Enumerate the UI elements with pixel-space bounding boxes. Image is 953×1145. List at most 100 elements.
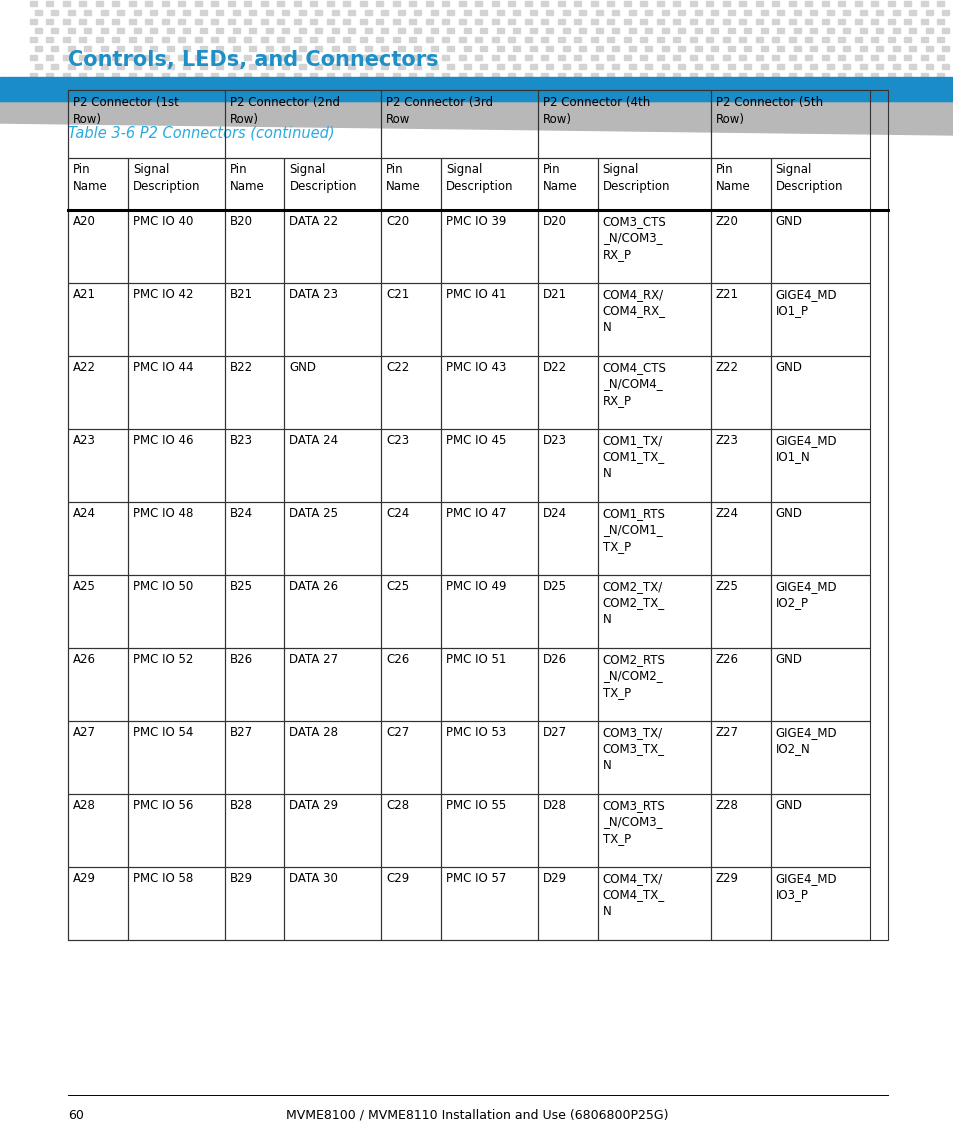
Text: GIGE4_MD
IO2_N: GIGE4_MD IO2_N (775, 726, 837, 756)
Bar (266, 64, 273, 69)
Bar (212, 1, 218, 6)
Bar (770, 793, 869, 867)
Bar (673, 55, 679, 60)
Bar (442, 1, 449, 6)
Text: 60: 60 (68, 1110, 84, 1122)
Bar (596, 27, 602, 33)
Bar (194, 1, 202, 6)
Bar (228, 73, 234, 78)
Bar (393, 55, 399, 60)
Text: P2 Connector (5th
Row): P2 Connector (5th Row) (715, 96, 822, 126)
Bar (68, 575, 128, 648)
Bar (409, 37, 416, 42)
Bar (128, 429, 224, 502)
Bar (96, 55, 103, 60)
Text: DATA 25: DATA 25 (289, 507, 338, 520)
Bar (261, 1, 268, 6)
Bar (277, 73, 284, 78)
Bar (162, 1, 169, 6)
Bar (541, 73, 548, 78)
Bar (772, 55, 779, 60)
Bar (68, 648, 128, 721)
Bar (63, 37, 70, 42)
Bar (359, 73, 367, 78)
Bar (695, 10, 701, 15)
Text: D25: D25 (542, 581, 566, 593)
Bar (925, 27, 932, 33)
Text: P2 Connector (2nd
Row): P2 Connector (2nd Row) (230, 96, 339, 126)
Bar (887, 73, 894, 78)
Text: PMC IO 57: PMC IO 57 (446, 872, 506, 885)
Text: P2 Connector (4th
Row): P2 Connector (4th Row) (542, 96, 649, 126)
Bar (282, 82, 289, 87)
Bar (772, 37, 779, 42)
Bar (598, 721, 710, 793)
Bar (112, 19, 119, 24)
Bar (277, 55, 284, 60)
Bar (68, 793, 128, 867)
Bar (96, 90, 103, 96)
Bar (871, 19, 878, 24)
Text: A21: A21 (73, 289, 96, 301)
Bar (440, 648, 537, 721)
Bar (628, 46, 636, 52)
Bar (772, 90, 779, 96)
Text: C29: C29 (386, 872, 409, 885)
Bar (859, 46, 866, 52)
Bar (228, 19, 234, 24)
Bar (574, 90, 581, 96)
Bar (298, 82, 306, 87)
Text: B21: B21 (230, 289, 253, 301)
Bar (903, 55, 910, 60)
Bar (200, 64, 207, 69)
Bar (770, 648, 869, 721)
Bar (224, 429, 284, 502)
Bar (426, 19, 433, 24)
Text: Signal
Description: Signal Description (132, 163, 200, 194)
Bar (722, 90, 729, 96)
Bar (233, 64, 240, 69)
Bar (431, 64, 437, 69)
Bar (233, 82, 240, 87)
Bar (68, 64, 75, 69)
Bar (480, 64, 487, 69)
Bar (442, 73, 449, 78)
Bar (310, 55, 317, 60)
Bar (298, 27, 306, 33)
Bar (79, 55, 87, 60)
Bar (842, 10, 850, 15)
Bar (315, 27, 322, 33)
Bar (826, 82, 833, 87)
Bar (777, 27, 783, 33)
Bar (167, 82, 173, 87)
Bar (541, 55, 548, 60)
Bar (463, 10, 471, 15)
Text: COM3_TX/
COM3_TX_
N: COM3_TX/ COM3_TX_ N (602, 726, 664, 772)
Text: D26: D26 (542, 653, 566, 666)
Bar (458, 1, 465, 6)
Bar (639, 90, 647, 96)
Bar (381, 283, 440, 356)
Bar (739, 90, 745, 96)
Bar (178, 55, 185, 60)
Bar (541, 19, 548, 24)
Text: Pin
Name: Pin Name (230, 163, 264, 194)
Bar (645, 64, 652, 69)
Bar (426, 73, 433, 78)
Text: DATA 26: DATA 26 (289, 581, 338, 593)
Bar (722, 37, 729, 42)
Bar (194, 37, 202, 42)
Bar (623, 90, 630, 96)
Bar (804, 90, 812, 96)
Text: B25: B25 (230, 581, 253, 593)
Bar (908, 64, 916, 69)
Bar (68, 721, 128, 793)
Bar (294, 90, 301, 96)
Bar (112, 1, 119, 6)
Bar (68, 429, 128, 502)
Bar (327, 55, 334, 60)
Bar (261, 90, 268, 96)
Bar (397, 10, 405, 15)
Bar (804, 73, 812, 78)
Bar (925, 46, 932, 52)
